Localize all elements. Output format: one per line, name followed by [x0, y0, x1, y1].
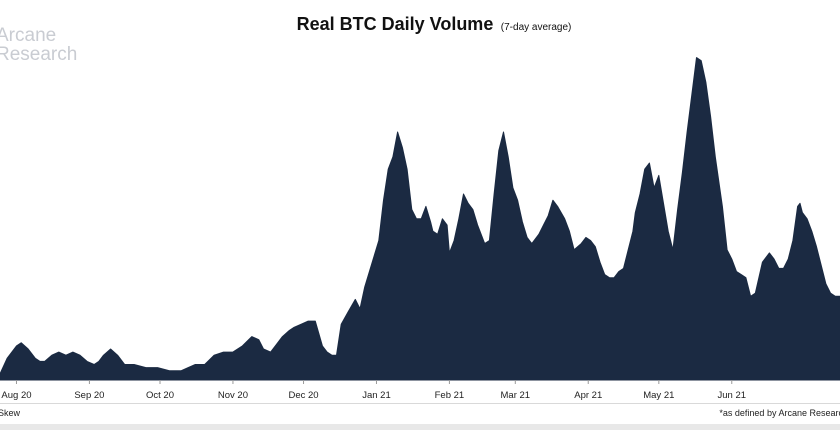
watermark-line2: Research	[0, 44, 78, 65]
x-tick-label: May 21	[643, 390, 674, 401]
x-tick-label: Nov 20	[218, 390, 248, 401]
x-tick-label: Oct 20	[146, 390, 174, 401]
chart-subtitle: (7-day average)	[500, 22, 572, 33]
x-tick-label: Feb 21	[435, 390, 465, 401]
x-tick-label: Sep 20	[74, 390, 104, 401]
x-tick-label: Aug 20	[1, 390, 31, 401]
volume-area	[0, 57, 840, 381]
x-tick-label: Jun 21	[717, 390, 746, 401]
watermark-line1: Arcane	[0, 25, 57, 46]
source-label: Skew	[0, 408, 21, 418]
x-tick-label: Dec 20	[288, 390, 318, 401]
watermark-logo: Arcane Research	[0, 26, 77, 64]
bottom-scroll-strip	[0, 424, 840, 430]
x-tick-label: Jan 21	[362, 390, 391, 401]
area-series-group	[0, 57, 840, 381]
x-axis-ticks: Aug 20 Sep 20 Oct 20 Nov 20 Dec 20 Jan 21 Feb …	[1, 380, 746, 401]
footer-divider	[0, 403, 840, 404]
footnote-label: *as defined by Arcane Research	[719, 408, 840, 418]
x-tick-label: Mar 21	[501, 390, 531, 401]
chart-header: Real BTC Daily Volume (7-day average)	[0, 14, 840, 35]
chart-title: Real BTC Daily Volume	[296, 14, 494, 34]
x-tick-label: Apr 21	[574, 390, 602, 401]
